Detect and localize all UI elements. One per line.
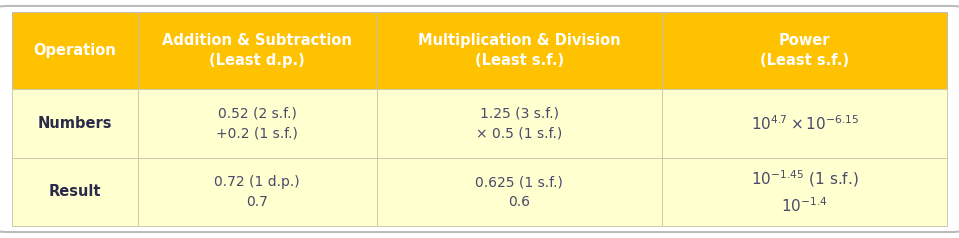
Text: 0.52 (2 s.f.)
+0.2 (1 s.f.): 0.52 (2 s.f.) +0.2 (1 s.f.) <box>217 107 298 140</box>
Bar <box>377 89 662 158</box>
Text: Addition & Subtraction
(Least d.p.): Addition & Subtraction (Least d.p.) <box>162 33 352 68</box>
Text: Multiplication & Division
(Least s.f.): Multiplication & Division (Least s.f.) <box>418 33 620 68</box>
Text: $10^{4.7} \times 10^{-6.15}$: $10^{4.7} \times 10^{-6.15}$ <box>751 114 859 133</box>
Bar <box>662 12 947 89</box>
Text: 1.25 (3 s.f.)
× 0.5 (1 s.f.): 1.25 (3 s.f.) × 0.5 (1 s.f.) <box>477 107 562 140</box>
Text: 0.72 (1 d.p.)
0.7: 0.72 (1 d.p.) 0.7 <box>215 175 300 208</box>
FancyBboxPatch shape <box>0 6 959 232</box>
Bar <box>377 12 662 89</box>
Bar <box>377 158 662 226</box>
Text: Power
(Least s.f.): Power (Least s.f.) <box>760 33 850 68</box>
Bar <box>12 158 138 226</box>
Text: 0.625 (1 s.f.)
0.6: 0.625 (1 s.f.) 0.6 <box>476 175 563 208</box>
Bar <box>12 89 138 158</box>
Text: $10^{-1.45}$ (1 s.f.)
$10^{-1.4}$: $10^{-1.45}$ (1 s.f.) $10^{-1.4}$ <box>751 168 858 215</box>
Bar <box>12 12 138 89</box>
Text: Numbers: Numbers <box>37 116 112 131</box>
Bar <box>662 158 947 226</box>
Bar <box>662 89 947 158</box>
Text: Result: Result <box>49 184 101 199</box>
Bar <box>138 12 377 89</box>
Bar <box>138 89 377 158</box>
Text: Operation: Operation <box>34 43 116 58</box>
Bar <box>138 158 377 226</box>
